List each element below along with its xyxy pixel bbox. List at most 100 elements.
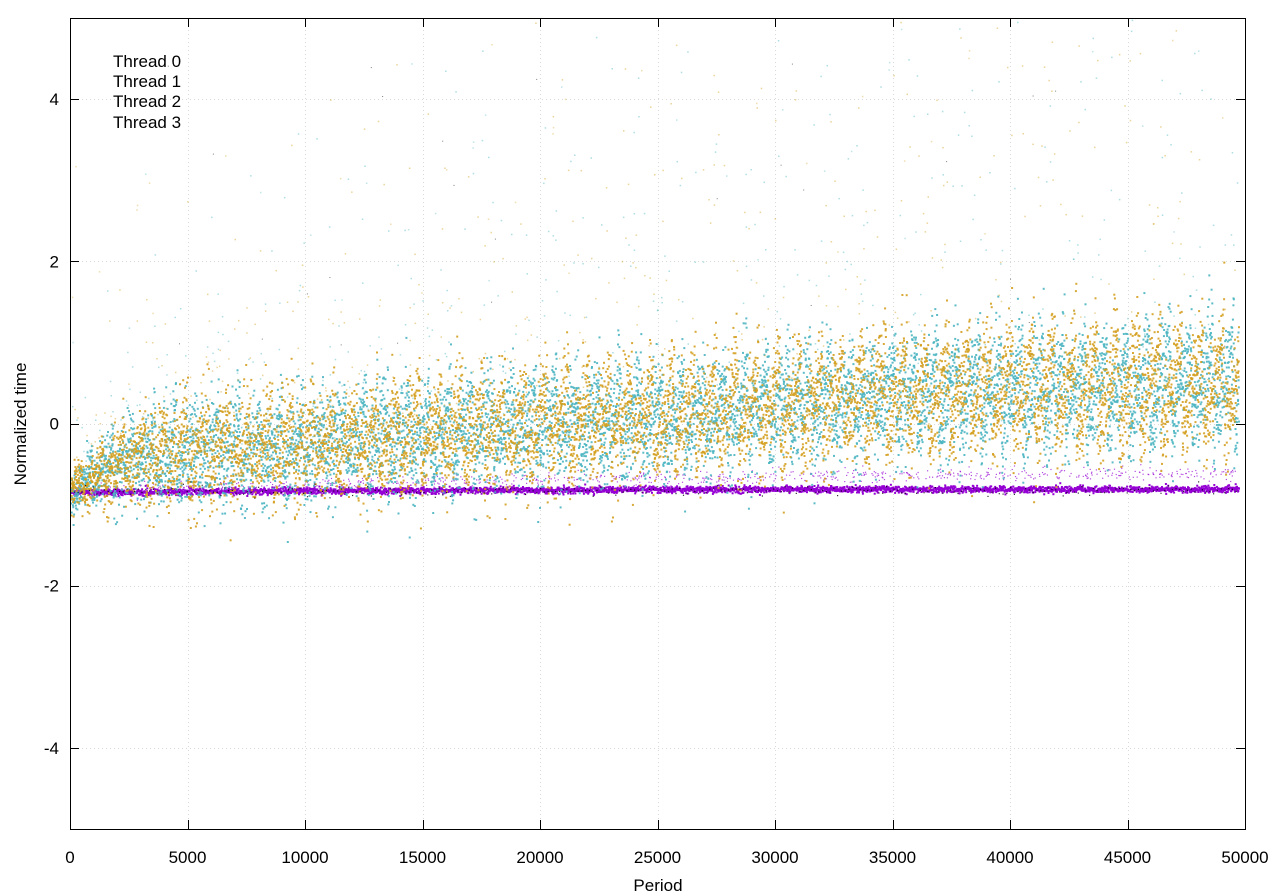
data-point — [1028, 491, 1031, 494]
data-point — [1171, 486, 1174, 489]
data-point — [145, 418, 148, 421]
data-point — [474, 489, 476, 492]
data-point — [105, 470, 108, 473]
data-point — [1232, 471, 1234, 473]
data-point — [523, 492, 526, 495]
data-point — [1111, 474, 1113, 476]
data-point — [922, 485, 925, 488]
data-point — [165, 386, 168, 389]
data-point — [307, 489, 310, 492]
data-point — [592, 490, 595, 493]
data-point — [771, 487, 774, 490]
data-point — [706, 471, 708, 473]
data-point — [315, 485, 317, 488]
data-point — [163, 492, 166, 494]
data-point — [726, 480, 728, 482]
data-point — [377, 477, 379, 479]
data-point — [696, 489, 699, 492]
data-point — [1164, 483, 1167, 485]
data-point — [935, 489, 938, 492]
data-point — [918, 489, 921, 492]
data-point — [544, 492, 547, 495]
data-point — [437, 492, 440, 495]
data-point — [981, 490, 984, 493]
data-point — [329, 487, 332, 490]
data-point — [107, 442, 110, 445]
data-point — [482, 487, 485, 490]
data-point — [123, 489, 126, 492]
data-point — [669, 489, 672, 492]
data-point — [1092, 490, 1095, 493]
data-point — [149, 459, 152, 462]
data-point — [362, 479, 364, 482]
data-point — [119, 481, 121, 483]
data-point — [1188, 471, 1190, 473]
data-point — [954, 486, 957, 489]
data-point — [222, 486, 224, 488]
data-point — [814, 472, 817, 474]
data-point — [190, 486, 193, 489]
data-point — [986, 471, 988, 473]
data-point — [318, 485, 321, 488]
data-point — [151, 451, 154, 454]
data-point — [866, 490, 869, 493]
data-point — [95, 488, 98, 491]
data-point — [950, 491, 953, 494]
data-point — [162, 489, 165, 492]
data-point — [1163, 476, 1165, 478]
data-point — [316, 485, 318, 487]
data-point — [583, 473, 586, 475]
data-point — [804, 479, 806, 482]
data-point — [953, 489, 956, 492]
data-point — [721, 491, 724, 494]
data-point — [99, 470, 102, 473]
data-point — [307, 490, 310, 493]
data-point — [129, 455, 132, 458]
data-point — [593, 493, 596, 495]
data-point — [333, 491, 336, 494]
data-point — [126, 437, 129, 439]
data-point — [932, 476, 934, 478]
data-point — [128, 489, 131, 491]
data-point — [286, 493, 289, 496]
data-point — [738, 478, 741, 481]
data-point — [863, 474, 865, 476]
data-point — [289, 485, 291, 487]
data-point — [142, 450, 145, 453]
data-point — [408, 486, 411, 489]
data-point — [874, 489, 877, 492]
data-point — [502, 486, 505, 489]
data-point — [882, 477, 884, 479]
data-point — [503, 488, 506, 491]
data-point — [438, 486, 441, 489]
data-point — [548, 474, 550, 477]
data-point — [830, 476, 832, 478]
data-point — [591, 487, 594, 490]
data-point — [555, 490, 558, 492]
data-point — [944, 485, 947, 488]
data-point — [742, 491, 745, 494]
data-point — [132, 468, 135, 471]
data-point — [79, 469, 82, 472]
data-point — [135, 492, 138, 495]
data-point — [894, 491, 897, 494]
data-point — [103, 493, 106, 496]
data-point — [975, 475, 977, 477]
data-point — [144, 480, 146, 482]
data-point — [289, 486, 291, 488]
data-point — [556, 492, 559, 495]
data-point — [717, 488, 720, 491]
data-point — [711, 489, 714, 491]
data-point — [1233, 489, 1236, 492]
data-point — [361, 492, 364, 494]
data-point — [1109, 487, 1112, 489]
data-point — [460, 490, 463, 493]
data-point — [160, 489, 163, 492]
data-point — [166, 407, 169, 410]
data-point — [703, 479, 705, 481]
data-point — [908, 487, 911, 490]
data-point — [469, 488, 472, 491]
data-point — [417, 487, 420, 490]
data-point — [811, 486, 814, 488]
data-point — [1161, 474, 1163, 476]
